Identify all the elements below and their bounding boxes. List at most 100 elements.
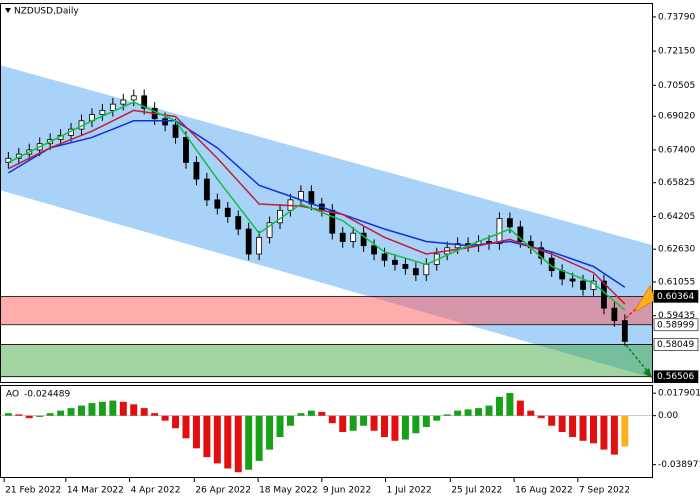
ao-bar — [15, 414, 23, 416]
forecast-arrows — [625, 284, 656, 378]
y-tick-label: 0.62630 — [658, 245, 695, 255]
ao-bar — [548, 415, 556, 426]
moving-average — [8, 109, 626, 305]
candle-body — [454, 243, 461, 249]
candle-body — [141, 95, 148, 109]
candle-body — [611, 307, 618, 322]
ao-bar — [328, 415, 336, 424]
candle-body — [256, 236, 263, 255]
candle-body — [183, 137, 189, 163]
ao-bar — [161, 415, 169, 421]
ao-bar — [621, 415, 629, 447]
candle-body — [235, 216, 242, 230]
price-label: 0.58999 — [657, 320, 694, 330]
price-panel — [0, 65, 652, 378]
ao-bar — [495, 396, 503, 416]
candle-body — [412, 268, 419, 276]
x-tick-label: 9 Jun 2022 — [323, 486, 371, 496]
moving-average — [8, 101, 626, 311]
y-tick-label: 0.72150 — [658, 47, 695, 57]
y-tick-label: 0.73790 — [658, 12, 695, 22]
orange-arrow — [633, 284, 656, 313]
green-arrowhead — [643, 368, 652, 378]
ao-bar — [140, 408, 148, 416]
ao-bar — [339, 415, 347, 433]
y-tick-label: 0.59435 — [658, 311, 695, 321]
candle-body — [371, 245, 377, 255]
ao-bar — [182, 415, 190, 439]
x-tick-label: 21 Feb 2022 — [5, 486, 61, 496]
ao-bar — [119, 401, 127, 416]
ao-bar — [4, 413, 12, 416]
candle-body — [172, 124, 179, 138]
candle-body — [569, 278, 576, 282]
ao-bar — [360, 415, 368, 426]
ao-y-tick-label: -0.038971 — [658, 460, 700, 470]
x-tick-label: 7 Sep 2022 — [579, 486, 630, 496]
ao-bar — [558, 415, 566, 433]
x-tick-label: 18 May 2022 — [259, 486, 318, 496]
ao-bar — [36, 415, 44, 417]
ao-bar — [234, 415, 242, 473]
price-zone — [0, 344, 652, 377]
ao-bar — [245, 415, 253, 470]
candle-body — [203, 178, 210, 201]
ao-bar — [381, 415, 389, 438]
candle-body — [350, 232, 357, 242]
candle-body — [392, 259, 398, 265]
ao-current: -0.024489 — [24, 390, 70, 400]
ao-bar — [589, 415, 597, 444]
ao-bar — [46, 413, 54, 416]
candle-body — [245, 228, 252, 255]
y-tick-label: 0.65825 — [658, 178, 695, 188]
price-label-box — [653, 318, 699, 332]
ao-bar — [485, 405, 493, 416]
ao-bar — [98, 401, 106, 416]
ao-bar — [203, 415, 211, 458]
candle-body — [517, 226, 524, 242]
ao-bar — [78, 405, 85, 416]
candle-body — [381, 253, 388, 261]
ao-y-tick-label: 0.017901 — [658, 389, 700, 399]
ao-bar — [297, 413, 305, 416]
ao-bar — [151, 413, 159, 416]
x-tick-label: 25 Jul 2022 — [451, 486, 502, 496]
ao-bar — [213, 415, 221, 464]
x-tick-label: 26 Apr 2022 — [195, 486, 251, 496]
ao-bar — [610, 415, 618, 455]
ao-bar — [192, 415, 200, 449]
ao-bar — [318, 411, 326, 416]
symbol-title: NZDUSD,Daily — [14, 7, 79, 17]
price-label-box — [653, 290, 699, 303]
ao-bar — [57, 410, 65, 416]
candle-body — [109, 103, 116, 111]
ao-bar — [600, 415, 608, 450]
ao-bar — [475, 408, 483, 416]
candle-body — [193, 162, 200, 180]
candle-body — [99, 109, 106, 115]
candle-body — [506, 218, 513, 228]
candle-body — [580, 280, 586, 290]
y-tick-label: 0.61055 — [658, 277, 695, 287]
ao-bar — [579, 415, 587, 441]
candle-body — [162, 118, 168, 126]
candle-body — [496, 218, 503, 244]
candle-body — [266, 222, 273, 238]
menu-triangle[interactable] — [5, 8, 11, 13]
candle-body — [130, 95, 137, 101]
ao-bar — [464, 409, 472, 416]
candle-body — [360, 232, 367, 247]
ao-bar — [172, 415, 180, 429]
ao-bar — [516, 400, 524, 416]
ao-bar — [25, 415, 33, 419]
candle-body — [423, 264, 430, 276]
green-forecast — [625, 344, 649, 373]
ao-bar — [527, 410, 535, 416]
ao-bar — [433, 415, 441, 421]
ao-y-tick-label: 0.00 — [658, 411, 678, 421]
ao-bar — [401, 415, 409, 440]
ao-bar — [506, 393, 514, 416]
ao-bar — [537, 415, 545, 419]
ao-bar — [422, 415, 430, 427]
ao-bar — [88, 403, 96, 416]
